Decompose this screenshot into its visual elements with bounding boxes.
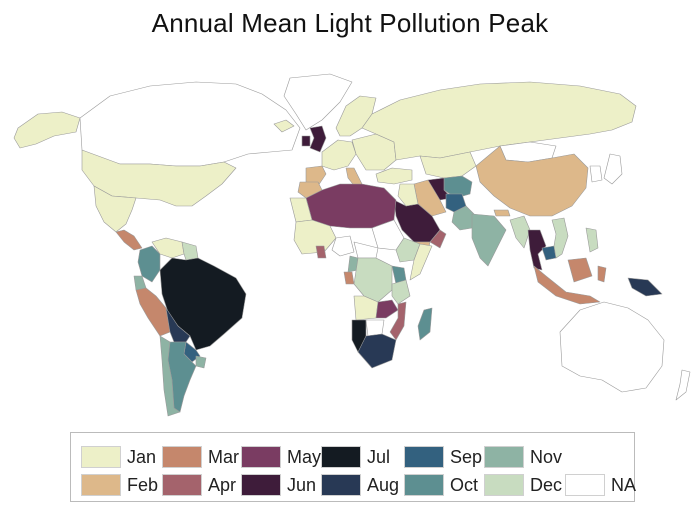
legend-label: Aug <box>367 474 400 495</box>
region-central-america <box>115 229 143 251</box>
region-tanzania <box>391 279 411 305</box>
region-ghana <box>315 245 327 259</box>
legend-swatch <box>484 446 524 468</box>
region-iraq <box>397 183 419 207</box>
region-central-african-rep <box>353 241 379 259</box>
region-iberia <box>305 165 327 187</box>
world-map <box>13 73 691 417</box>
legend-swatch <box>81 474 121 496</box>
legend-item-nov: Nov <box>484 445 562 469</box>
legend-item-aug: Aug <box>321 473 399 497</box>
region-dr-congo <box>353 257 393 303</box>
region-western-europe <box>321 139 357 171</box>
legend-item-apr: Apr <box>162 473 236 497</box>
legend: Jan Feb Mar Apr May Jun Jul Aug Sep Oct Nov Dec NA <box>70 432 636 502</box>
region-colombia <box>137 245 161 283</box>
legend-label: Jul <box>367 446 391 467</box>
legend-swatch <box>565 474 605 496</box>
legend-item-may: May <box>241 445 321 469</box>
legend-swatch <box>241 474 281 496</box>
region-mexico <box>93 185 137 233</box>
region-kazakhstan <box>419 151 477 179</box>
region-greenland <box>283 73 353 131</box>
region-gabon <box>343 271 355 285</box>
legend-item-mar: Mar <box>162 445 239 469</box>
map-title: Annual Mean Light Pollution Peak <box>151 8 549 38</box>
legend-label: Sep <box>450 446 483 467</box>
region-russia <box>361 81 637 161</box>
region-papua-new-guinea <box>627 277 663 297</box>
region-morocco <box>297 181 323 199</box>
legend-label: Jan <box>127 446 157 467</box>
region-west-africa <box>293 219 337 255</box>
region-chile <box>159 335 181 417</box>
region-sulawesi <box>597 265 607 283</box>
legend-label: May <box>287 446 322 467</box>
region-turkey <box>375 167 413 185</box>
legend-swatch <box>81 446 121 468</box>
legend-swatch <box>241 446 281 468</box>
legend-label: Nov <box>530 446 563 467</box>
legend-swatch <box>321 474 361 496</box>
legend-swatch <box>162 446 202 468</box>
region-india <box>471 213 507 267</box>
legend-label: Apr <box>208 474 237 495</box>
region-borneo <box>567 257 593 283</box>
legend-swatch <box>484 474 524 496</box>
legend-item-feb: Feb <box>81 473 158 497</box>
legend-swatch <box>321 446 361 468</box>
region-indonesia <box>533 265 601 305</box>
region-vietnam <box>551 217 569 259</box>
legend-swatch <box>404 446 444 468</box>
legend-item-sep: Sep <box>404 445 482 469</box>
region-ireland <box>301 135 311 147</box>
legend-label: NA <box>611 474 637 495</box>
legend-label: Oct <box>450 474 479 495</box>
legend-item-jun: Jun <box>241 473 316 497</box>
region-china <box>475 145 589 217</box>
region-botswana <box>365 319 385 337</box>
legend-item-dec: Dec <box>484 473 562 497</box>
region-new-zealand <box>675 369 691 401</box>
legend-item-jan: Jan <box>81 445 156 469</box>
region-nepal <box>493 209 511 217</box>
region-cambodia <box>541 245 557 261</box>
legend-label: Feb <box>127 474 159 495</box>
region-alaska <box>13 111 81 149</box>
region-uruguay <box>195 355 207 369</box>
region-united-kingdom <box>309 125 327 153</box>
legend-swatch <box>162 474 202 496</box>
region-australia <box>559 301 665 393</box>
region-iceland <box>273 119 295 133</box>
legend-label: Mar <box>208 446 239 467</box>
region-ecuador <box>133 275 147 291</box>
legend-item-jul: Jul <box>321 445 390 469</box>
region-myanmar <box>509 215 531 249</box>
legend-item-oct: Oct <box>404 473 478 497</box>
legend-item-na: NA <box>565 473 636 497</box>
legend-label: Dec <box>530 474 563 495</box>
region-madagascar <box>417 307 433 341</box>
region-south-africa <box>357 333 397 369</box>
region-korea <box>589 165 603 183</box>
region-japan <box>603 153 623 185</box>
region-somalia <box>409 243 433 281</box>
region-guyana <box>181 241 199 261</box>
region-philippines <box>585 227 599 253</box>
region-oman <box>429 229 447 249</box>
region-thailand <box>527 229 547 271</box>
legend-swatch <box>404 474 444 496</box>
region-nigeria <box>331 235 355 257</box>
legend-label: Jun <box>287 474 317 495</box>
region-canada <box>79 81 301 167</box>
region-zambia <box>375 299 399 319</box>
